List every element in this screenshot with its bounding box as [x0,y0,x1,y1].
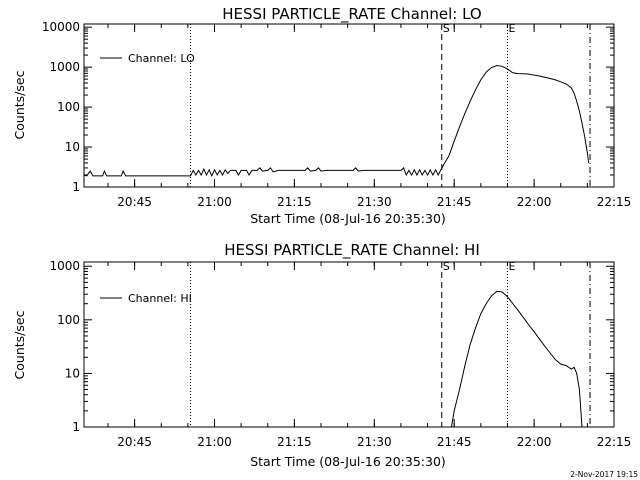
axes-lo: 20:45 21:00 21:15 21:30 21:45 22:00 22:15 1 10 10… [42,20,631,209]
x-tick-label: 22:00 [517,195,552,209]
y-tick-label: 1000 [49,60,80,74]
event-lines-lo [190,24,591,187]
series-hi [451,290,583,428]
series-line-channel-hi [451,290,583,428]
chart-panel-hi: HESSI PARTICLE_RATE Channel: HI 20:45 21:… [12,241,631,469]
chart-title-lo: HESSI PARTICLE_RATE Channel: LO [222,5,481,24]
y-tick-label: 10000 [42,20,80,34]
x-tick-label: 21:30 [357,435,392,449]
x-axis-label-lo: Start Time (08-Jul-16 20:35:30) [250,211,446,226]
series-line-channel-lo [83,64,590,178]
end-marker-lo: E [508,22,515,35]
x-tick-label: 21:15 [277,195,312,209]
x-tick-label: 21:45 [437,195,472,209]
y-tick-label: 1000 [49,259,80,273]
start-marker-lo: S [443,22,450,35]
y-tick-label: 1 [72,180,80,194]
chart-title-hi: HESSI PARTICLE_RATE Channel: HI [224,241,480,260]
x-tick-label: 22:15 [597,435,632,449]
y-tick-label: 10 [65,366,80,380]
x-tick-label: 22:15 [597,195,632,209]
plot-frame-hi [83,261,615,428]
legend-label-lo: Channel: LO [128,52,195,65]
x-tick-label: 21:15 [277,435,312,449]
series-lo [83,64,590,178]
y-axis-label-hi: Counts/sec [12,310,27,379]
x-tick-label: 21:45 [437,435,472,449]
plot-frame-lo [83,23,615,188]
legend-label-hi: Channel: HI [128,292,192,305]
y-tick-label: 100 [57,313,80,327]
x-tick-label: 22:00 [517,435,552,449]
y-tick-label: 100 [57,100,80,114]
x-tick-label: 21:00 [197,435,232,449]
y-axis-label-lo: Counts/sec [12,70,27,139]
y-tick-label: 10 [65,140,80,154]
event-lines-hi [190,262,591,427]
axes-hi: 20:45 21:00 21:15 21:30 21:45 22:00 22:15 1 10 10… [49,259,631,449]
end-marker-hi: E [508,260,515,273]
x-tick-label: 20:45 [117,435,152,449]
chart-panel-lo: HESSI PARTICLE_RATE Channel: LO 20:45 21:… [12,5,631,226]
x-tick-label: 21:00 [197,195,232,209]
x-tick-label: 20:45 [117,195,152,209]
x-axis-label-hi: Start Time (08-Jul-16 20:35:30) [250,454,446,469]
x-tick-label: 21:30 [357,195,392,209]
start-marker-hi: S [443,260,450,273]
footer-timestamp: 2-Nov-2017 19:15 [570,470,638,479]
y-tick-label: 1 [72,420,80,434]
